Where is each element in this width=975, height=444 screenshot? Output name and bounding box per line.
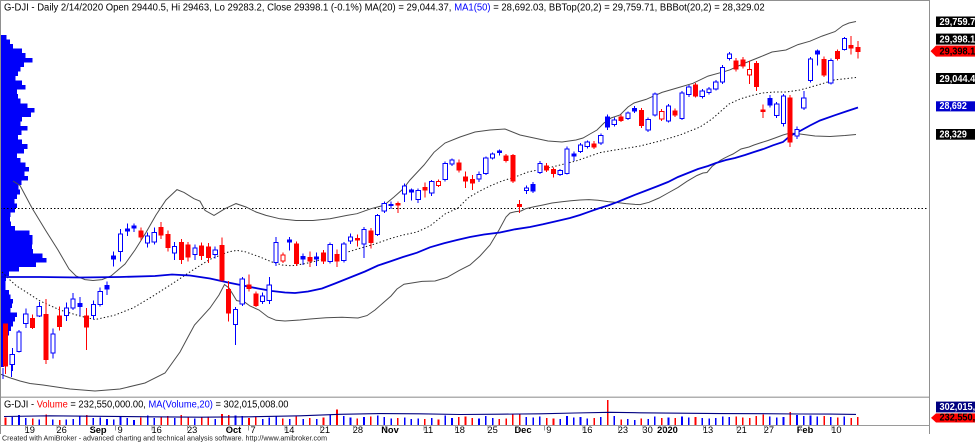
svg-text:23: 23 — [618, 425, 628, 435]
svg-text:13: 13 — [703, 425, 713, 435]
svg-text:Sep: Sep — [90, 425, 107, 435]
svg-text:29,044.41: 29,044.41 — [940, 74, 975, 85]
svg-text:9: 9 — [118, 425, 123, 435]
svg-text:23: 23 — [187, 425, 197, 435]
svg-text:19: 19 — [25, 425, 35, 435]
svg-text:= 232,550,000.00,: = 232,550,000.00, — [68, 400, 149, 411]
svg-text:25: 25 — [487, 425, 497, 435]
svg-text:MA(Volume,20): MA(Volume,20) — [149, 400, 213, 411]
svg-text:18: 18 — [455, 425, 465, 435]
svg-text:Nov: Nov — [381, 425, 399, 435]
svg-text:MA1(50): MA1(50) — [454, 3, 490, 14]
svg-text:28: 28 — [353, 425, 363, 435]
svg-text:11: 11 — [423, 425, 433, 435]
svg-text:G-DJI - Daily 2/14/2020 Open 2: G-DJI - Daily 2/14/2020 Open 29440.5, Hi… — [4, 3, 454, 14]
svg-text:26: 26 — [56, 425, 66, 435]
svg-text:16: 16 — [152, 425, 162, 435]
svg-text:2020: 2020 — [657, 425, 678, 435]
svg-text:16: 16 — [582, 425, 592, 435]
svg-text:10: 10 — [831, 425, 841, 435]
svg-text:29,398.10: 29,398.10 — [940, 46, 975, 57]
svg-text:302,015,008.00: 302,015,008.00 — [940, 402, 975, 413]
svg-text:14: 14 — [284, 425, 294, 435]
svg-text:29,398.10: 29,398.10 — [940, 34, 975, 45]
svg-text:21: 21 — [320, 425, 330, 435]
svg-text:30: 30 — [642, 425, 652, 435]
svg-text:= 28,692.03, BBTop(20,2) = 29,: = 28,692.03, BBTop(20,2) = 29,759.71, BB… — [491, 3, 765, 14]
svg-text:Oct: Oct — [226, 425, 242, 435]
svg-text:28,329: 28,329 — [940, 130, 968, 141]
svg-text:Feb: Feb — [797, 425, 814, 435]
svg-text:29,759.71: 29,759.71 — [940, 17, 975, 28]
svg-text:9: 9 — [546, 425, 551, 435]
svg-text:Volume: Volume — [37, 400, 69, 411]
svg-text:Dec: Dec — [514, 425, 531, 435]
svg-text:Created with AmiBroker - advan: Created with AmiBroker - advanced charti… — [2, 434, 327, 443]
svg-text:28,692: 28,692 — [940, 101, 967, 112]
svg-text:21: 21 — [737, 425, 747, 435]
svg-text:= 302,015,008.00: = 302,015,008.00 — [213, 400, 289, 411]
svg-text:27: 27 — [764, 425, 774, 435]
svg-text:232,550,000.00: 232,550,000.00 — [940, 412, 975, 423]
svg-text:G-DJI -: G-DJI - — [4, 400, 37, 411]
svg-text:7: 7 — [251, 425, 256, 435]
